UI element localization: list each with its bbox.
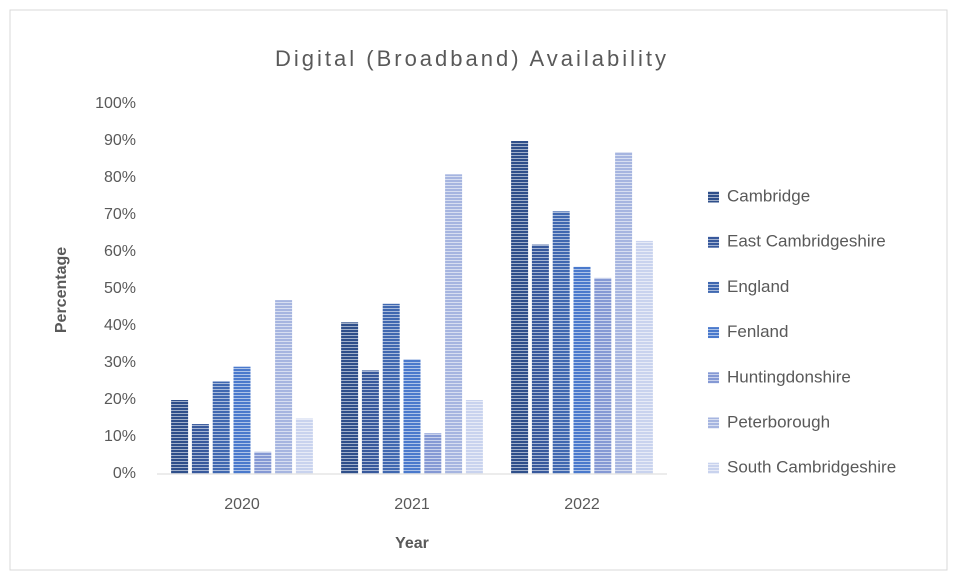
chart-title: Digital (Broadband) Availability <box>275 46 669 71</box>
bar <box>531 244 549 474</box>
y-axis-label: Percentage <box>53 247 70 333</box>
bar <box>445 174 463 475</box>
x-tick-label: 2021 <box>394 496 430 513</box>
bar <box>403 359 421 474</box>
legend-label: Cambridge <box>727 186 810 205</box>
y-tick-label: 30% <box>104 354 136 371</box>
y-tick-label: 0% <box>113 465 136 482</box>
bar <box>424 433 442 474</box>
bar <box>295 418 313 474</box>
legend-label: England <box>727 277 789 296</box>
legend-label: East Cambridgeshire <box>727 232 886 251</box>
bar <box>361 370 379 474</box>
bar <box>191 424 209 474</box>
legend-swatch <box>708 372 719 384</box>
chart-border <box>9 9 948 571</box>
legend-label: Huntingdonshire <box>727 367 851 386</box>
y-tick-label: 60% <box>104 243 136 260</box>
x-tick-label: 2022 <box>564 496 600 513</box>
legend-label: Fenland <box>727 322 788 341</box>
bar <box>635 240 653 474</box>
y-tick-label: 10% <box>104 428 136 445</box>
legend-label: Peterborough <box>727 412 830 431</box>
legend-swatch <box>708 191 719 203</box>
y-tick-label: 20% <box>104 391 136 408</box>
legend-swatch <box>708 327 719 339</box>
legend-swatch <box>708 281 719 293</box>
bar <box>171 400 189 474</box>
x-tick-label: 2020 <box>224 496 260 513</box>
y-tick-label: 80% <box>104 169 136 186</box>
legend-swatch <box>708 417 719 429</box>
bar <box>573 266 591 474</box>
bar <box>254 451 272 474</box>
bar <box>465 400 483 474</box>
bar <box>511 141 529 474</box>
y-tick-label: 100% <box>95 95 136 112</box>
y-tick-label: 70% <box>104 206 136 223</box>
y-tick-label: 50% <box>104 280 136 297</box>
legend-label: South Cambridgeshire <box>727 458 896 477</box>
bar <box>382 303 400 474</box>
bar <box>615 152 633 474</box>
bar <box>594 277 612 474</box>
y-tick-label: 90% <box>104 132 136 149</box>
bar <box>341 322 359 474</box>
y-tick-label: 40% <box>104 317 136 334</box>
bar <box>552 211 570 475</box>
legend-swatch <box>708 462 719 474</box>
legend-swatch <box>708 236 719 248</box>
bar <box>275 300 293 474</box>
bar <box>233 366 251 474</box>
bar <box>212 381 230 474</box>
x-axis-label: Year <box>395 535 429 552</box>
